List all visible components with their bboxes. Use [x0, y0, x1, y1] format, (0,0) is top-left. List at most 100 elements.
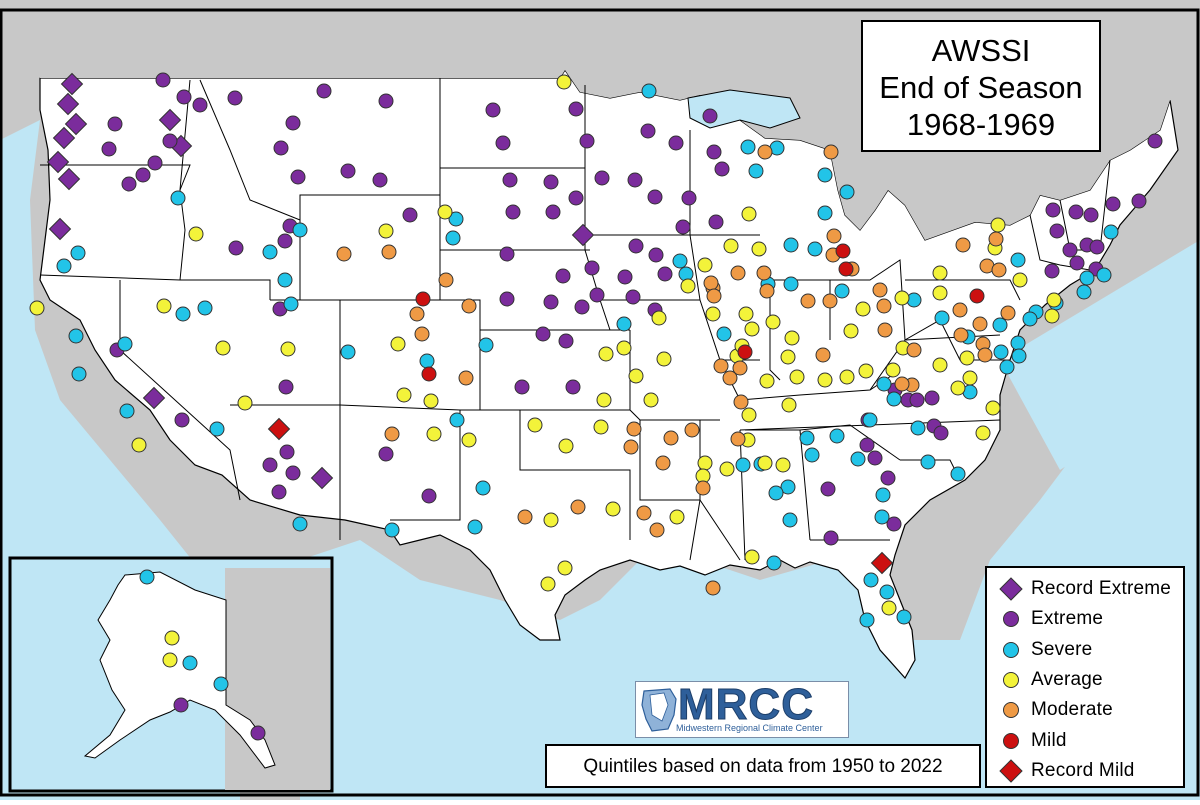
station-record-extreme [571, 223, 595, 247]
station-average [651, 310, 667, 326]
station-moderate [906, 342, 922, 358]
station-moderate [655, 455, 671, 471]
station-severe [170, 190, 186, 206]
station-average [959, 350, 975, 366]
title-line-3: 1968-1969 [906, 107, 1056, 142]
station-moderate [722, 370, 738, 386]
station-average [705, 306, 721, 322]
station-extreme [714, 161, 730, 177]
station-average [932, 285, 948, 301]
title-line-1: AWSSI [931, 33, 1031, 68]
station-average [656, 351, 672, 367]
station-extreme [262, 457, 278, 473]
station-record-extreme [142, 386, 166, 410]
station-moderate [955, 237, 971, 253]
station-moderate [570, 499, 586, 515]
station-average [558, 438, 574, 454]
legend-label: Record Extreme [1031, 578, 1172, 600]
station-severe [876, 376, 892, 392]
station-severe [139, 569, 155, 585]
station-extreme [535, 326, 551, 342]
station-extreme [402, 207, 418, 223]
station-extreme [909, 392, 925, 408]
station-extreme [584, 260, 600, 276]
station-mild [421, 366, 437, 382]
station-extreme [250, 725, 266, 741]
station-extreme [1049, 223, 1065, 239]
station-average [378, 223, 394, 239]
station-extreme [628, 238, 644, 254]
station-moderate [517, 509, 533, 525]
legend-label: Extreme [1031, 608, 1104, 630]
station-average [843, 323, 859, 339]
station-extreme [107, 116, 123, 132]
station-severe [859, 612, 875, 628]
station-moderate [988, 231, 1004, 247]
title-box: AWSSI End of Season 1968-1969 [861, 20, 1101, 152]
station-severe [475, 480, 491, 496]
station-moderate [684, 422, 700, 438]
station-moderate [972, 316, 988, 332]
station-severe [68, 328, 84, 344]
station-record-extreme [56, 92, 80, 116]
station-average [680, 278, 696, 294]
station-severe [292, 222, 308, 238]
station-mild [838, 261, 854, 277]
legend-symbol-mild [1003, 732, 1019, 749]
station-severe [783, 237, 799, 253]
station-record-mild [870, 551, 894, 575]
station-severe [1096, 267, 1112, 283]
station-extreme [340, 163, 356, 179]
station-extreme [372, 172, 388, 188]
legend-item-severe: Severe [997, 635, 1183, 665]
map-frame [0, 8, 1200, 797]
midwest-region-logo-icon [641, 688, 677, 732]
station-extreme [271, 484, 287, 500]
station-extreme [933, 425, 949, 441]
station-record-extreme [46, 150, 70, 174]
atlantic-ocean-north [1000, 240, 1200, 470]
station-moderate [823, 144, 839, 160]
station-extreme [880, 470, 896, 486]
station-severe [863, 572, 879, 588]
mrcc-logo: MRCC Midwestern Regional Climate Center [635, 681, 849, 738]
legend-item-record-mild: Record Mild [997, 756, 1183, 786]
station-severe [874, 509, 890, 525]
station-severe [445, 230, 461, 246]
station-moderate [730, 431, 746, 447]
station-moderate [894, 376, 910, 392]
station-record-extreme [158, 108, 182, 132]
station-moderate [826, 228, 842, 244]
station-severe [1103, 224, 1119, 240]
station-extreme [867, 450, 883, 466]
station-extreme [579, 133, 595, 149]
legend-symbol-extreme [1003, 611, 1019, 628]
station-moderate [757, 144, 773, 160]
station-average [162, 652, 178, 668]
station-severe [896, 609, 912, 625]
legend-item-record-extreme: Record Extreme [997, 574, 1183, 604]
station-average [593, 419, 609, 435]
station-extreme [495, 135, 511, 151]
station-average [527, 417, 543, 433]
logo-text: MRCC [678, 680, 814, 729]
station-extreme [681, 190, 697, 206]
station-extreme [859, 437, 875, 453]
station-severe [875, 487, 891, 503]
station-average [744, 321, 760, 337]
station-average [781, 397, 797, 413]
station-extreme [227, 90, 243, 106]
station-average [29, 300, 45, 316]
station-extreme [820, 481, 836, 497]
legend-symbol-moderate [1003, 702, 1019, 719]
station-average [894, 290, 910, 306]
station-severe [992, 317, 1008, 333]
station-extreme [924, 390, 940, 406]
station-record-extreme [60, 72, 84, 96]
station-average [780, 349, 796, 365]
station-severe [467, 519, 483, 535]
station-average [543, 512, 559, 528]
footnote: Quintiles based on data from 1950 to 202… [545, 744, 981, 788]
station-extreme [279, 444, 295, 460]
